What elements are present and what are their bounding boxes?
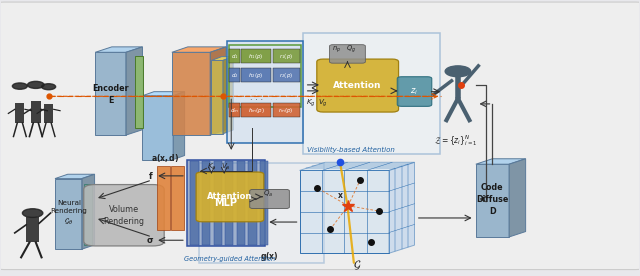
Polygon shape [172,52,210,135]
Polygon shape [509,159,525,237]
Polygon shape [55,174,95,179]
FancyBboxPatch shape [237,161,245,245]
FancyBboxPatch shape [196,172,264,222]
Text: Code
Diffuse
D: Code Diffuse D [476,183,509,216]
FancyBboxPatch shape [260,161,268,245]
Text: Neural
Rendering
$\mathcal{G}_\theta$: Neural Rendering $\mathcal{G}_\theta$ [51,200,88,227]
Polygon shape [82,174,95,249]
FancyBboxPatch shape [250,189,289,208]
Polygon shape [172,47,226,52]
FancyBboxPatch shape [229,68,239,82]
Text: $V_g$: $V_g$ [318,98,328,109]
Text: $\mathcal{G}$: $\mathcal{G}$ [353,259,361,272]
FancyBboxPatch shape [273,49,300,63]
Text: $K_g$: $K_g$ [306,98,316,109]
Text: $\mathbf{f}$: $\mathbf{f}$ [148,170,154,181]
FancyBboxPatch shape [227,41,303,143]
FancyBboxPatch shape [187,160,265,246]
FancyBboxPatch shape [241,103,271,118]
FancyBboxPatch shape [0,2,640,270]
Text: $r_2(p)$: $r_2(p)$ [279,71,293,79]
FancyBboxPatch shape [330,45,365,63]
Circle shape [12,83,28,89]
Polygon shape [95,52,126,135]
Text: $d_1$: $d_1$ [230,52,238,60]
FancyBboxPatch shape [31,101,41,123]
Bar [303,33,440,154]
Text: $\mathbf{x}$: $\mathbf{x}$ [337,191,344,200]
Text: $r_1(p)$: $r_1(p)$ [279,52,293,61]
FancyBboxPatch shape [172,166,184,230]
Text: $d_2$: $d_2$ [230,71,238,79]
Polygon shape [389,162,415,253]
FancyBboxPatch shape [397,77,432,106]
Text: $Q_a$: $Q_a$ [262,189,273,199]
FancyBboxPatch shape [317,59,399,112]
FancyBboxPatch shape [202,161,211,245]
FancyBboxPatch shape [214,161,222,245]
Polygon shape [143,96,173,160]
FancyBboxPatch shape [157,166,170,230]
FancyBboxPatch shape [44,104,53,123]
Text: $\mathbf{\sigma}$: $\mathbf{\sigma}$ [146,236,154,245]
Polygon shape [211,57,233,60]
FancyBboxPatch shape [15,103,24,123]
Text: Attention: Attention [333,81,382,90]
FancyBboxPatch shape [241,49,271,63]
Text: $\mathbf{a(x,d)}$: $\mathbf{a(x,d)}$ [151,152,180,164]
Polygon shape [210,47,226,135]
FancyBboxPatch shape [225,161,234,245]
Circle shape [28,81,44,88]
Text: $n_p$: $n_p$ [332,44,341,55]
FancyBboxPatch shape [84,184,92,245]
Text: $\mathbf{g(x)}$: $\mathbf{g(x)}$ [260,250,278,263]
Text: $Q_g$: $Q_g$ [346,44,356,55]
Text: $d_m$: $d_m$ [230,106,239,115]
Text: $h_2(p)$: $h_2(p)$ [248,71,264,79]
Polygon shape [126,47,143,135]
Text: $h_m(p)$: $h_m(p)$ [248,106,264,115]
Text: MLP: MLP [214,198,237,208]
FancyBboxPatch shape [229,49,239,63]
Text: Encoder
E: Encoder E [92,84,129,105]
FancyBboxPatch shape [190,161,198,245]
Polygon shape [143,92,184,96]
FancyBboxPatch shape [84,185,164,246]
FancyBboxPatch shape [273,68,300,82]
Polygon shape [223,57,233,134]
Polygon shape [211,60,223,134]
Polygon shape [476,159,525,164]
Text: Visibility-based Attention: Visibility-based Attention [307,147,395,153]
FancyBboxPatch shape [241,68,271,82]
FancyBboxPatch shape [26,217,39,242]
Polygon shape [55,179,82,249]
Bar [228,45,301,107]
Circle shape [42,84,56,90]
Text: Geometry-guided Attention: Geometry-guided Attention [184,256,275,262]
FancyBboxPatch shape [248,161,257,245]
FancyBboxPatch shape [135,56,143,128]
Text: Attention: Attention [207,192,253,201]
Circle shape [445,66,470,77]
FancyBboxPatch shape [273,103,300,118]
Text: $h_1(p)$: $h_1(p)$ [248,52,264,61]
FancyBboxPatch shape [300,171,389,253]
Bar [199,163,324,263]
Circle shape [22,209,43,217]
Polygon shape [173,92,184,160]
Polygon shape [95,47,143,52]
Text: $r_m(p)$: $r_m(p)$ [278,106,294,115]
Polygon shape [476,164,509,237]
Text: $\mathcal{Z}=\{z_i\}_{i=1}^N$: $\mathcal{Z}=\{z_i\}_{i=1}^N$ [434,133,477,148]
FancyBboxPatch shape [229,103,239,118]
Text: $z_i$: $z_i$ [410,86,419,97]
Text: $K_a$: $K_a$ [207,162,216,172]
Text: . . .: . . . [250,93,262,102]
Text: $V_a$: $V_a$ [221,162,230,172]
Polygon shape [300,162,415,171]
Text: Volume
Rendering: Volume Rendering [104,205,145,226]
